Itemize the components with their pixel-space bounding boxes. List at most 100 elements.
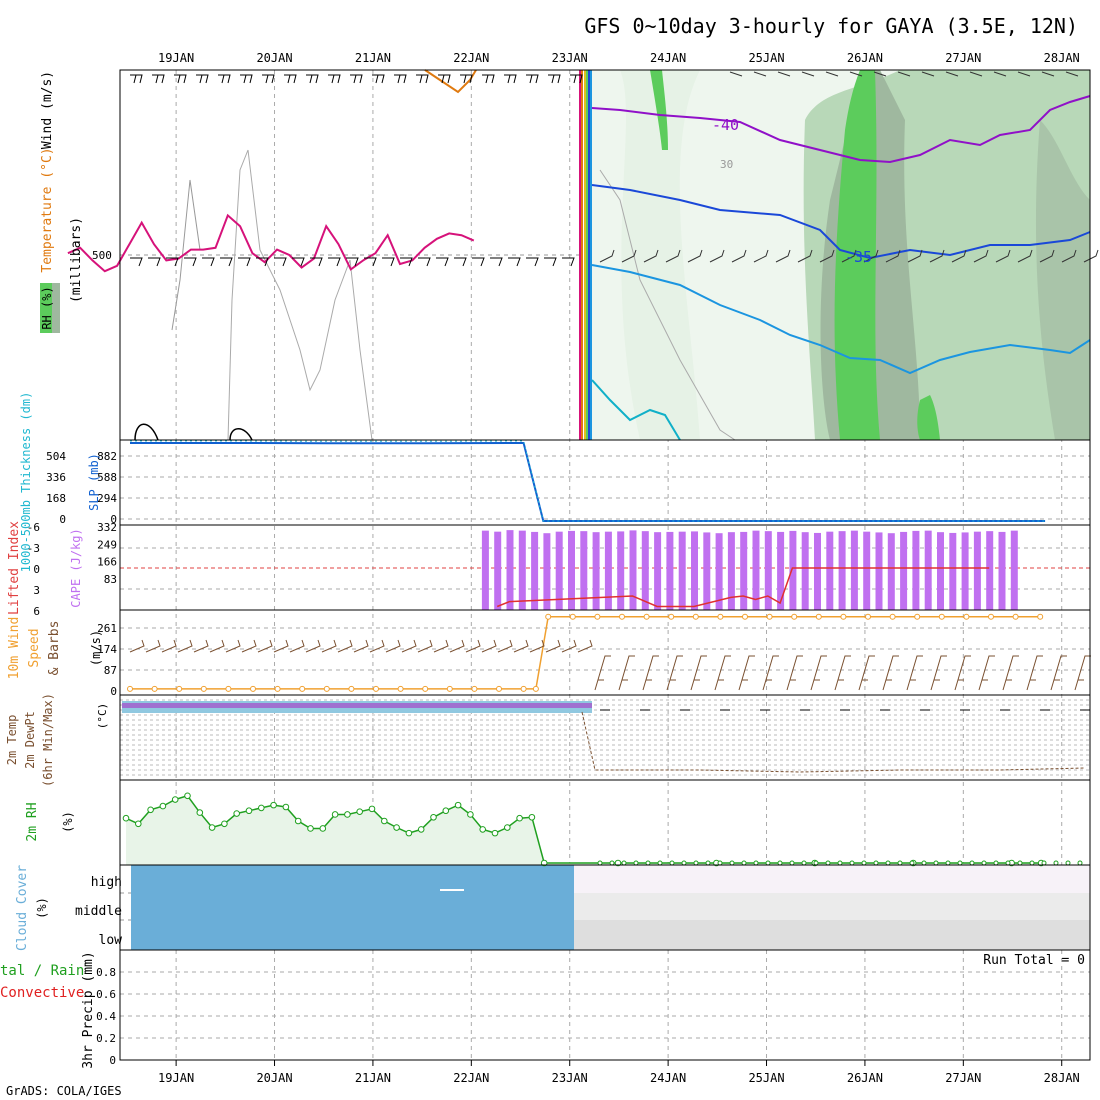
rh2m-marker: [693, 860, 699, 866]
ytick-500: 500: [92, 249, 112, 262]
precip-total-legend: tal / Rain: [0, 963, 84, 979]
temp-contour-minus40: [591, 95, 1091, 164]
wind-barb-500: [973, 249, 989, 263]
cape-bar: [629, 530, 637, 610]
wind-barb-10m: [177, 639, 193, 653]
wind-barb-500: [544, 257, 557, 267]
wind-speed-marker: [200, 685, 207, 692]
wind-barb-10m: [193, 639, 209, 653]
cape-bar: [727, 532, 735, 610]
rh2m-marker: [945, 860, 951, 866]
contour-label-minus40: -40: [712, 116, 739, 134]
wind-speed-marker: [742, 613, 748, 620]
ytick-wind: 87: [104, 664, 117, 677]
cape-bar: [777, 531, 785, 610]
cloud-cover-area: [131, 865, 574, 950]
rh2m-marker: [597, 860, 603, 866]
cape-bar: [814, 532, 821, 610]
wind-barb-upper: [460, 74, 473, 84]
wind-barb-upper: [350, 74, 363, 84]
wind-speed-marker: [545, 613, 552, 620]
rh2m-marker: [282, 803, 290, 811]
date-tick-top: 23JAN: [552, 51, 588, 65]
rh2m-marker: [825, 860, 831, 866]
cape-bar: [740, 531, 748, 610]
rh2m-marker: [669, 860, 675, 866]
rh2m-marker: [801, 860, 807, 866]
date-tick-bottom: 21JAN: [355, 1071, 391, 1085]
wind-barb-10m: [161, 639, 177, 653]
rh2m-marker: [171, 796, 179, 803]
wind-speed-marker: [274, 685, 281, 692]
ytick-wind: 0: [110, 685, 117, 698]
cape-bar: [691, 531, 698, 610]
rh2m-marker: [681, 860, 687, 866]
rh2m-marker: [981, 860, 987, 866]
precip-convective-legend: Convective: [0, 985, 84, 1001]
wind-speed-marker: [938, 613, 945, 620]
wind-speed-marker: [496, 685, 502, 692]
rh2m-marker: [837, 860, 843, 866]
cape-bar: [494, 531, 502, 610]
wind-barb-10m: [289, 639, 305, 653]
wind-barb-upper: [306, 74, 319, 84]
rh2m-marker: [909, 860, 915, 866]
cape-bar: [912, 530, 920, 610]
wind-barb-500: [148, 257, 161, 267]
wind-barb-10m: [690, 655, 707, 691]
date-tick-bottom: 26JAN: [847, 1071, 883, 1085]
wind-barb-upper: [416, 74, 429, 84]
wind-barb-500: [274, 257, 287, 267]
rh2m-marker: [621, 860, 627, 866]
ytick-li: -6: [27, 521, 40, 534]
cape-bar: [949, 532, 957, 610]
cape-bar: [678, 531, 686, 610]
cape-bar: [764, 531, 772, 610]
wind-barb-10m: [257, 639, 273, 653]
date-tick-top: 20JAN: [256, 51, 292, 65]
ytick-cape: 83: [104, 573, 117, 586]
pressure-axis-label: (millibars): [69, 217, 84, 303]
cape-bar: [580, 531, 588, 610]
rh2m-marker: [135, 820, 142, 828]
date-tick-top: 21JAN: [355, 51, 391, 65]
wind-barb-upper: [438, 74, 451, 84]
wind-barb-10m: [1002, 655, 1019, 691]
rh2m-marker: [789, 860, 795, 866]
rh2m-marker: [245, 807, 253, 815]
wind-speed-marker: [791, 613, 798, 620]
wind-speed-marker: [250, 685, 256, 692]
ytick-li: -3: [27, 542, 40, 555]
li-axis-label: Lifted Index: [7, 521, 22, 615]
cloud-high-bg: [574, 865, 1090, 893]
wind-barb-500: [454, 257, 467, 267]
cape-bar: [937, 532, 944, 610]
wind-speed-marker: [225, 685, 232, 692]
wind-barb-10m: [145, 639, 161, 653]
ytick-li: 6: [33, 605, 40, 618]
rh2m-marker: [270, 801, 277, 809]
rh2m-marker: [1041, 860, 1047, 866]
wind-barb-500: [490, 257, 503, 267]
wind-barb-500: [220, 257, 233, 267]
wind-barb-upper: [284, 74, 297, 84]
ytick-thickness: 168: [46, 492, 66, 505]
wind-barb-10m: [882, 655, 899, 691]
rh2m-marker: [1065, 860, 1071, 866]
date-tick-top: 24JAN: [650, 51, 686, 65]
thickness-line: [130, 440, 1046, 522]
wind-barb-10m: [642, 655, 659, 691]
wind-barb-upper: [849, 71, 863, 77]
wind-speed-marker: [1012, 613, 1019, 620]
surface-contour: [134, 423, 253, 441]
ytick-li: 3: [33, 584, 40, 597]
ytick-cape: 249: [97, 538, 117, 551]
cape-bar: [887, 533, 895, 610]
rh2m-marker: [633, 860, 639, 866]
wind-barb-10m: [513, 639, 529, 653]
rh2m-marker: [454, 801, 462, 809]
rh2m-axis-label: 2m RH: [25, 802, 40, 841]
contour-label-30: 30: [720, 158, 733, 171]
rh2m-marker: [609, 860, 615, 866]
wind-barb-upper: [777, 71, 791, 77]
